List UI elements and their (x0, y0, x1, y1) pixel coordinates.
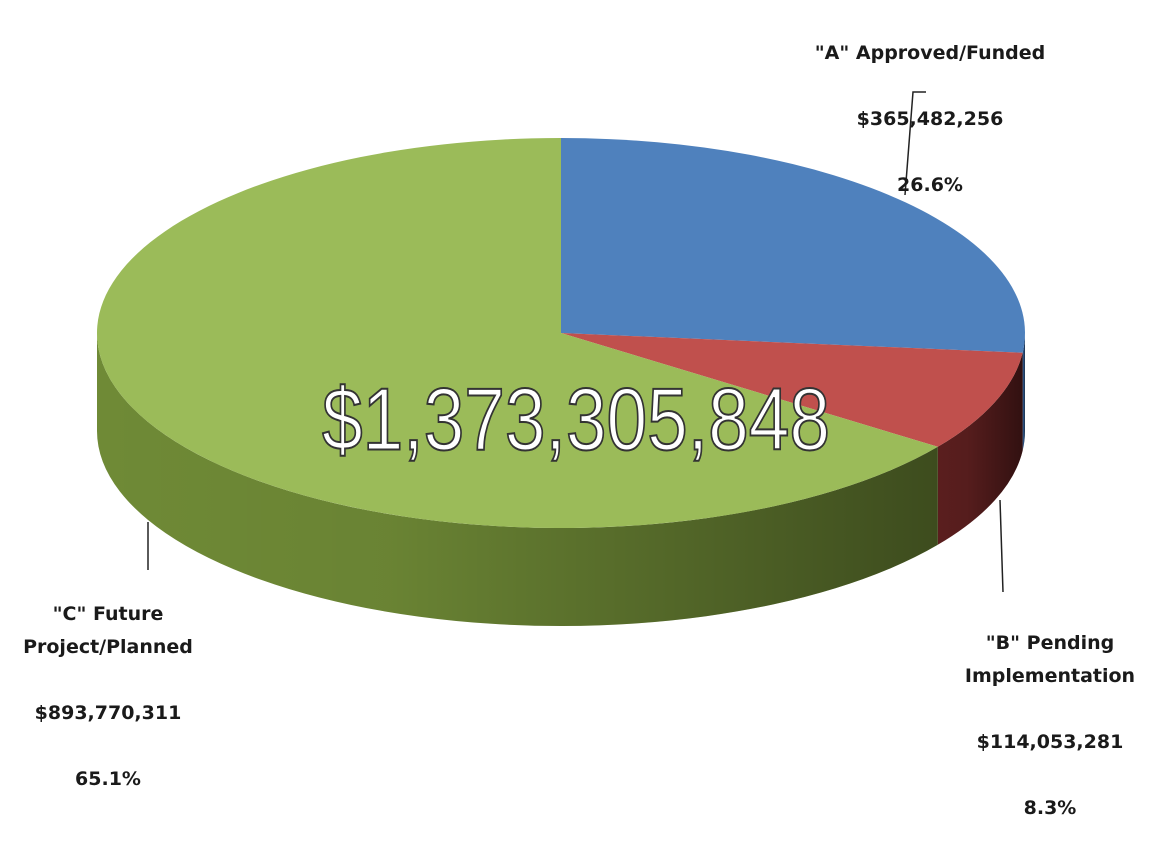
leader-lines (147, 91, 1004, 593)
pie-sides (97, 333, 1025, 626)
slice-label: "C" Future Project/Planned $893,770,311 … (8, 565, 208, 829)
value-label: $893,770,311 (34, 702, 182, 724)
slice (561, 138, 1025, 353)
center-total: $1,373,305,848 (322, 369, 830, 468)
category-label: "A" Approved/Funded (814, 42, 1046, 64)
slice-side-shade (97, 333, 938, 626)
slice (561, 333, 1023, 447)
slice (96, 138, 938, 528)
value-label: $114,053,281 (976, 731, 1124, 753)
pie-tops (96, 138, 1025, 528)
slice-side-shade (937, 352, 1023, 545)
category-label: "C" Future Project/Planned (23, 603, 193, 658)
percent-label: 65.1% (75, 768, 141, 790)
chart: $1,373,305,848 (96, 91, 1025, 626)
category-label: "B" Pending Implementation (964, 632, 1136, 687)
percent-label: 26.6% (897, 174, 963, 196)
leader-line (904, 91, 926, 196)
slice-label: "B" Pending Implementation $114,053,281 … (950, 594, 1150, 858)
slice-label: "A" Approved/Funded $365,482,256 26.6% (790, 4, 1070, 235)
percent-label: 8.3% (1023, 797, 1077, 819)
leader-line (999, 499, 1004, 593)
page: {"chart_data": { "type": "pie", "center_… (23, 4, 1136, 819)
slice-side-shade (1022, 333, 1025, 451)
value-label: $365,482,256 (856, 108, 1004, 130)
